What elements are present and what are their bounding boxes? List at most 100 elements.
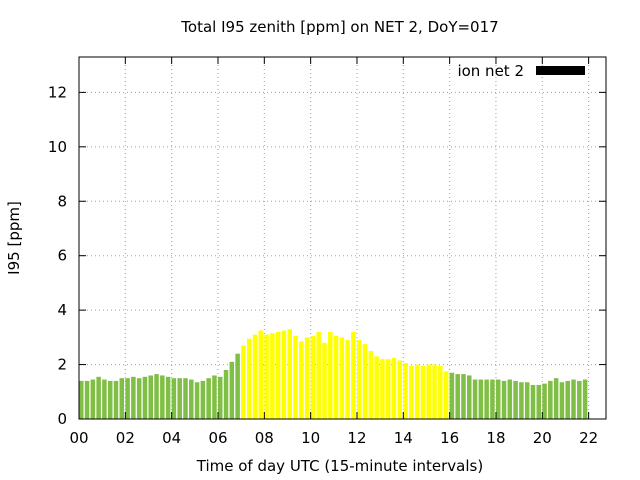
x-tick-label: 06: [208, 429, 227, 447]
bar: [577, 380, 582, 419]
bar: [414, 364, 420, 419]
bar: [351, 331, 356, 419]
bar: [270, 333, 275, 419]
bars: [79, 329, 588, 419]
grid: [79, 57, 606, 419]
bar: [368, 350, 374, 419]
bar: [136, 378, 142, 419]
bar: [160, 375, 165, 419]
x-ticks: 00 02 04 06 08 10 12 14 16 18 20 22: [69, 57, 598, 447]
bar: [84, 380, 90, 419]
bar: [275, 331, 281, 419]
bar: [183, 378, 188, 419]
y-tick-label: 0: [57, 410, 67, 428]
bar: [385, 359, 391, 419]
bar: [148, 375, 154, 419]
x-tick-label: 04: [162, 429, 181, 447]
bar: [484, 379, 489, 419]
x-tick-label: 10: [301, 429, 320, 447]
bar: [420, 365, 426, 419]
bar: [461, 374, 466, 419]
y-tick-label: 8: [57, 192, 67, 210]
bar: [548, 380, 553, 419]
bar: [165, 376, 171, 419]
bar: [380, 359, 385, 419]
bar: [287, 329, 293, 419]
y-tick-label: 2: [57, 356, 67, 374]
bar: [304, 337, 310, 419]
bar: [206, 378, 211, 419]
bar: [432, 364, 437, 419]
bar: [246, 338, 252, 419]
bar: [131, 376, 136, 419]
bar: [467, 375, 472, 419]
x-tick-label: 02: [116, 429, 135, 447]
bar: [524, 382, 530, 419]
legend-swatch: [536, 66, 585, 75]
bar: [154, 374, 159, 419]
x-tick-label: 14: [394, 429, 413, 447]
x-tick-label: 08: [255, 429, 274, 447]
chart-title: Total I95 zenith [ppm] on NET 2, DoY=017: [180, 18, 498, 36]
y-tick-label: 4: [57, 301, 67, 319]
bar: [397, 360, 403, 419]
bar: [565, 380, 570, 419]
bar: [391, 357, 397, 419]
y-ticks: 0 2 4 6 8 10 12: [48, 83, 606, 428]
bar: [530, 384, 536, 419]
x-tick-label: 18: [486, 429, 505, 447]
bar: [455, 374, 460, 419]
bar: [438, 365, 443, 419]
bar: [102, 379, 107, 419]
bar: [107, 380, 113, 419]
x-axis-label: Time of day UTC (15-minute intervals): [196, 457, 483, 475]
bar: [333, 335, 339, 419]
bar: [443, 371, 449, 419]
plot-frame: [78, 56, 607, 420]
bar: [194, 382, 200, 419]
bar: [403, 363, 408, 419]
bar: [258, 330, 264, 419]
bar: [189, 379, 194, 419]
bar: [553, 378, 559, 419]
bar: [362, 344, 368, 419]
bar: [177, 378, 182, 419]
bar: [542, 383, 547, 419]
bar: [90, 379, 96, 419]
bar: [472, 379, 478, 419]
x-tick-label: 16: [440, 429, 459, 447]
bar: [426, 364, 431, 419]
x-tick-label: 00: [69, 429, 88, 447]
bar: [223, 370, 229, 419]
bar: [79, 380, 84, 419]
bar: [212, 375, 217, 419]
bar: [571, 379, 576, 419]
bar: [322, 342, 327, 419]
bar: [501, 380, 507, 419]
bar: [310, 335, 316, 419]
bar: [345, 340, 350, 419]
legend: ion net 2: [457, 62, 585, 80]
bar: [339, 337, 345, 419]
bar: [519, 382, 524, 419]
bar: [217, 376, 223, 419]
legend-label: ion net 2: [457, 62, 524, 80]
bar: [513, 380, 518, 419]
bar: [582, 379, 588, 419]
y-tick-label: 6: [57, 247, 67, 265]
bar: [142, 376, 148, 419]
bar: [409, 365, 414, 419]
bar: [229, 361, 235, 419]
y-axis-label: I95 [ppm]: [5, 201, 23, 275]
y-tick-label: 10: [48, 138, 67, 156]
bar: [328, 331, 333, 419]
x-tick-label: 22: [579, 429, 598, 447]
bar: [356, 340, 362, 419]
bar: [316, 331, 321, 419]
bar: [171, 378, 177, 419]
x-tick-label: 12: [347, 429, 366, 447]
bar: [495, 379, 501, 419]
bar: [559, 382, 565, 419]
bar: [125, 378, 130, 419]
